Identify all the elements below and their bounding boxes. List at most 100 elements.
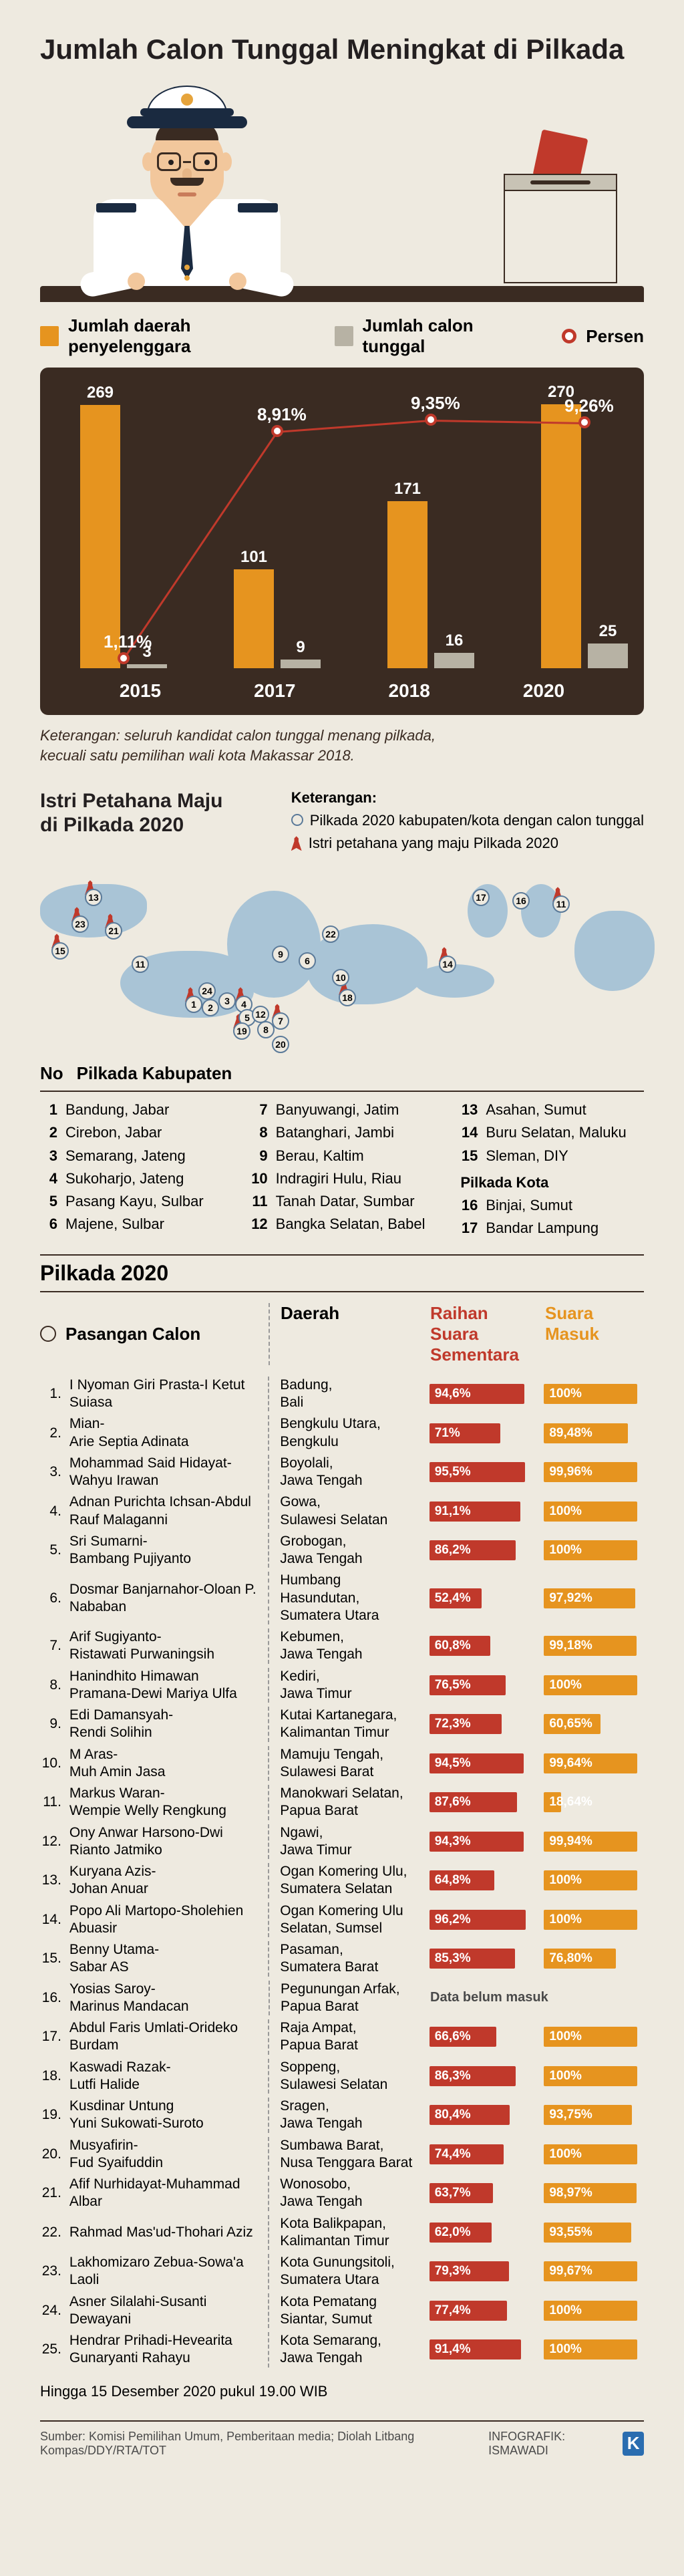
region-name: Pegunungan Arfak, Papua Barat xyxy=(269,1981,422,2016)
votes-in-cell: 100% xyxy=(544,2027,644,2047)
legend-label: Jumlah daerah penyelenggara xyxy=(68,315,301,357)
candidate-pair: Afif Nurhidayat-Muhammad Albar xyxy=(69,2176,260,2211)
col-label: Pilkada Kabupaten xyxy=(77,1063,232,1084)
candidate-pair: Musyafirin- Fud Syaifuddin xyxy=(69,2137,260,2172)
year-group: 1019 xyxy=(234,569,321,668)
legend-item-single: Jumlah calon tunggal xyxy=(335,315,529,357)
vote-share-cell: 94,6% xyxy=(430,1384,536,1404)
vote-share-cell: 95,5% xyxy=(430,1462,536,1482)
result-row: 19.Kusdinar Untung Yuni Sukowati-SurotoS… xyxy=(40,2096,644,2135)
legend-item-percent: Persen xyxy=(562,326,644,347)
footer: Sumber: Komisi Pemilihan Umum, Pemberita… xyxy=(40,2420,644,2484)
bar-regions: 269 xyxy=(80,405,120,668)
votes-in-cell: 99,64% xyxy=(544,1753,644,1773)
region-name: Ngawi, Jawa Timur xyxy=(268,1824,421,1860)
map-pin: 1 xyxy=(185,996,202,1013)
region-name: Grobogan, Jawa Tengah xyxy=(268,1533,421,1568)
votes-in-cell: 89,48% xyxy=(544,1423,644,1443)
vote-share-cell: 80,4% xyxy=(430,2105,536,2125)
result-row: 5.Sri Sumarni- Bambang PujiyantoGrobogan… xyxy=(40,1531,644,1570)
row-number: 18. xyxy=(40,2068,61,2084)
main-title: Jumlah Calon Tunggal Meningkat di Pilkad… xyxy=(40,33,644,65)
votes-in-cell: 93,55% xyxy=(544,2223,644,2243)
map-list-row: 7Banyuwangi, Jatim xyxy=(250,1099,434,1121)
candidate-pair: Edi Damansyah- Rendi Solihin xyxy=(69,1707,260,1742)
results-title: Pilkada 2020 xyxy=(40,1254,644,1292)
results-header-row: Pasangan Calon Daerah Raihan Suara Semen… xyxy=(40,1299,644,1375)
votes-in-cell: 100% xyxy=(544,2066,644,2086)
vote-share-cell: 66,6% xyxy=(430,2027,536,2047)
percent-dot xyxy=(118,652,130,664)
map-list-row: 2Cirebon, Jabar xyxy=(40,1121,224,1144)
legend-label: Jumlah calon tunggal xyxy=(363,315,529,357)
row-number: 6. xyxy=(40,1590,61,1606)
no-data-label: Data belum masuk xyxy=(430,1990,631,2005)
result-row: 22.Rahmad Mas'ud-Thohari AzizKota Balikp… xyxy=(40,2213,644,2253)
source-text: Sumber: Komisi Pemilihan Umum, Pemberita… xyxy=(40,2430,488,2458)
map-pin: 7 xyxy=(272,1012,289,1030)
result-row: 24.Asner Silalahi-Susanti DewayaniKota P… xyxy=(40,2291,644,2331)
illustration-row xyxy=(40,86,644,286)
votes-in-cell: 100% xyxy=(544,1540,644,1560)
region-name: Humbang Hasundutan, Sumatera Utara xyxy=(268,1572,421,1624)
candidate-pair: Adnan Purichta Ichsan-Abdul Rauf Malagan… xyxy=(69,1493,260,1529)
circle-icon xyxy=(40,1326,56,1342)
col-pasangan: Pasangan Calon xyxy=(65,1324,200,1344)
year-label: 2017 xyxy=(214,680,335,702)
votes-in-cell: 100% xyxy=(544,2339,644,2359)
row-number: 3. xyxy=(40,1464,61,1480)
kompas-logo: K xyxy=(623,2432,644,2456)
map-legend: Keterangan: Pilkada 2020 kabupaten/kota … xyxy=(291,789,644,857)
map-legend-title: Keterangan: xyxy=(291,789,644,807)
vote-share-cell: 72,3% xyxy=(430,1714,536,1734)
vote-share-cell: 86,3% xyxy=(430,2066,536,2086)
row-number: 24. xyxy=(40,2303,61,2319)
region-name: Gowa, Sulawesi Selatan xyxy=(268,1493,421,1529)
candidate-pair: Kaswadi Razak- Lutfi Halide xyxy=(69,2059,260,2094)
percent-dot xyxy=(425,414,437,426)
row-number: 8. xyxy=(40,1677,61,1693)
region-name: Kota Semarang, Jawa Tengah xyxy=(268,2332,421,2368)
col-masuk: Suara Masuk xyxy=(545,1303,639,1365)
swatch-dot xyxy=(562,329,576,343)
row-number: 12. xyxy=(40,1834,61,1850)
map-pin: 20 xyxy=(272,1036,289,1053)
year-group: 17116 xyxy=(387,501,474,668)
result-row: 13.Kuryana Azis- Johan AnuarOgan Komerin… xyxy=(40,1861,644,1900)
vote-share-cell: 86,2% xyxy=(430,1540,536,1560)
map-list-column: 1Bandung, Jabar2Cirebon, Jabar3Semarang,… xyxy=(40,1099,224,1240)
candidate-pair: Dosmar Banjarnahor-Oloan P. Nababan xyxy=(69,1581,260,1616)
year-group: 27025 xyxy=(541,404,628,668)
vote-share-cell: 60,8% xyxy=(430,1636,536,1656)
region-name: Wonosobo, Jawa Tengah xyxy=(268,2176,421,2211)
candidate-pair: Benny Utama- Sabar AS xyxy=(69,1941,260,1977)
vote-share-cell: 79,3% xyxy=(430,2261,536,2281)
map-list-row: 5Pasang Kayu, Sulbar xyxy=(40,1190,224,1213)
officer-illustration xyxy=(67,86,307,286)
result-row: 9.Edi Damansyah- Rendi SolihinKutai Kart… xyxy=(40,1705,644,1744)
candidate-pair: Lakhomizaro Zebua-Sowa'a Laoli xyxy=(69,2254,260,2289)
legend-item-regions: Jumlah daerah penyelenggara xyxy=(40,315,301,357)
candidate-pair: Sri Sumarni- Bambang Pujiyanto xyxy=(69,1533,260,1568)
vote-share-cell: 94,3% xyxy=(430,1832,536,1852)
vote-share-cell: 64,8% xyxy=(430,1870,536,1890)
results-section: Pilkada 2020 Pasangan Calon Daerah Raiha… xyxy=(0,1246,684,2418)
map-list-row: 15Sleman, DIY xyxy=(460,1145,644,1167)
row-number: 14. xyxy=(40,1912,61,1928)
vote-share-cell: 91,1% xyxy=(430,1501,536,1522)
row-number: 19. xyxy=(40,2107,61,2123)
region-name: Raja Ampat, Papua Barat xyxy=(268,2019,421,2055)
result-row: 18.Kaswadi Razak- Lutfi HalideSoppeng, S… xyxy=(40,2057,644,2096)
result-row: 16.Yosias Saroy- Marinus MandacanPegunun… xyxy=(40,1979,644,2018)
percent-dot xyxy=(271,425,283,437)
circle-icon xyxy=(291,814,303,826)
row-number: 15. xyxy=(40,1951,61,1967)
kota-heading: Pilkada Kota xyxy=(460,1171,644,1194)
map-pin: 10 xyxy=(332,969,349,986)
region-name: Kebumen, Jawa Tengah xyxy=(268,1628,421,1664)
map-pin: 19 xyxy=(233,1022,250,1040)
vote-share-cell: 71% xyxy=(430,1423,536,1443)
vote-share-cell: 87,6% xyxy=(430,1792,536,1812)
bar-single: 25 xyxy=(588,643,628,668)
candidate-pair: Markus Waran- Wempie Welly Rengkung xyxy=(69,1785,260,1820)
